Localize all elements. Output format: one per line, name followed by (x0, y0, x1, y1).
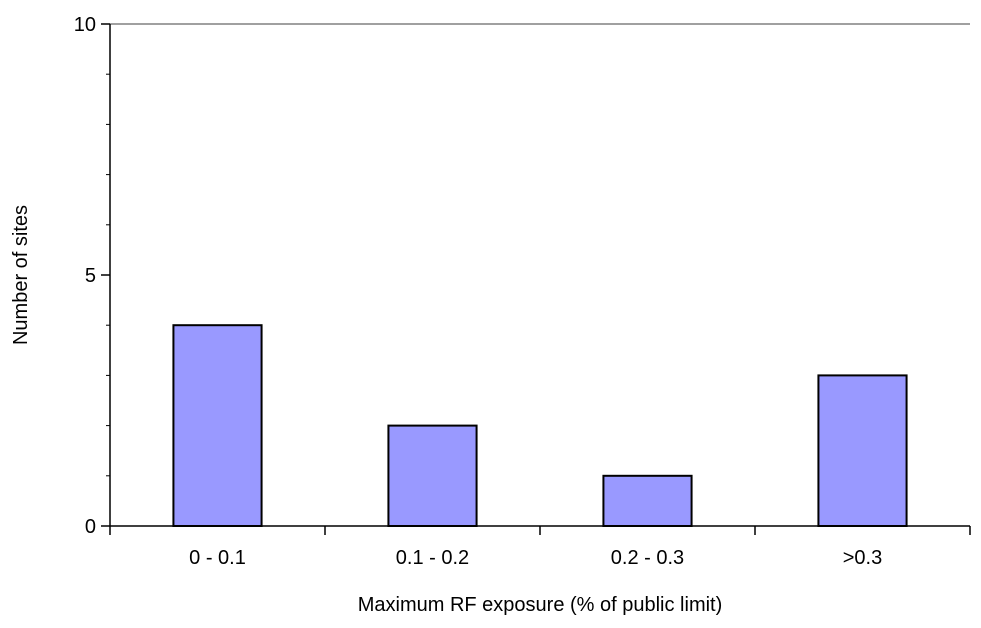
x-tick-label: 0.2 - 0.3 (611, 547, 684, 569)
x-axis-title: Maximum RF exposure (% of public limit) (358, 594, 723, 616)
x-tick-label: 0.1 - 0.2 (396, 547, 469, 569)
x-tick-label: 0 - 0.1 (189, 547, 246, 569)
x-tick-label: >0.3 (843, 547, 882, 569)
bar (387, 424, 478, 528)
y-tick-label: 10 (74, 14, 96, 36)
y-major-ticks (101, 23, 110, 527)
x-tick-labels: 0 - 0.1 0.1 - 0.2 0.2 - 0.3 >0.3 (189, 547, 882, 569)
bar (817, 374, 908, 527)
y-tick-label: 5 (85, 265, 96, 287)
y-axis-title: Number of sites (10, 205, 32, 345)
y-minor-ticks (106, 73, 110, 477)
bar (602, 474, 693, 527)
y-tick-label: 0 (85, 516, 96, 538)
plot-area (101, 23, 971, 535)
y-tick-labels: 0 5 10 (74, 14, 96, 538)
bars (172, 324, 908, 528)
x-category-ticks (109, 526, 971, 535)
bar (172, 324, 263, 528)
